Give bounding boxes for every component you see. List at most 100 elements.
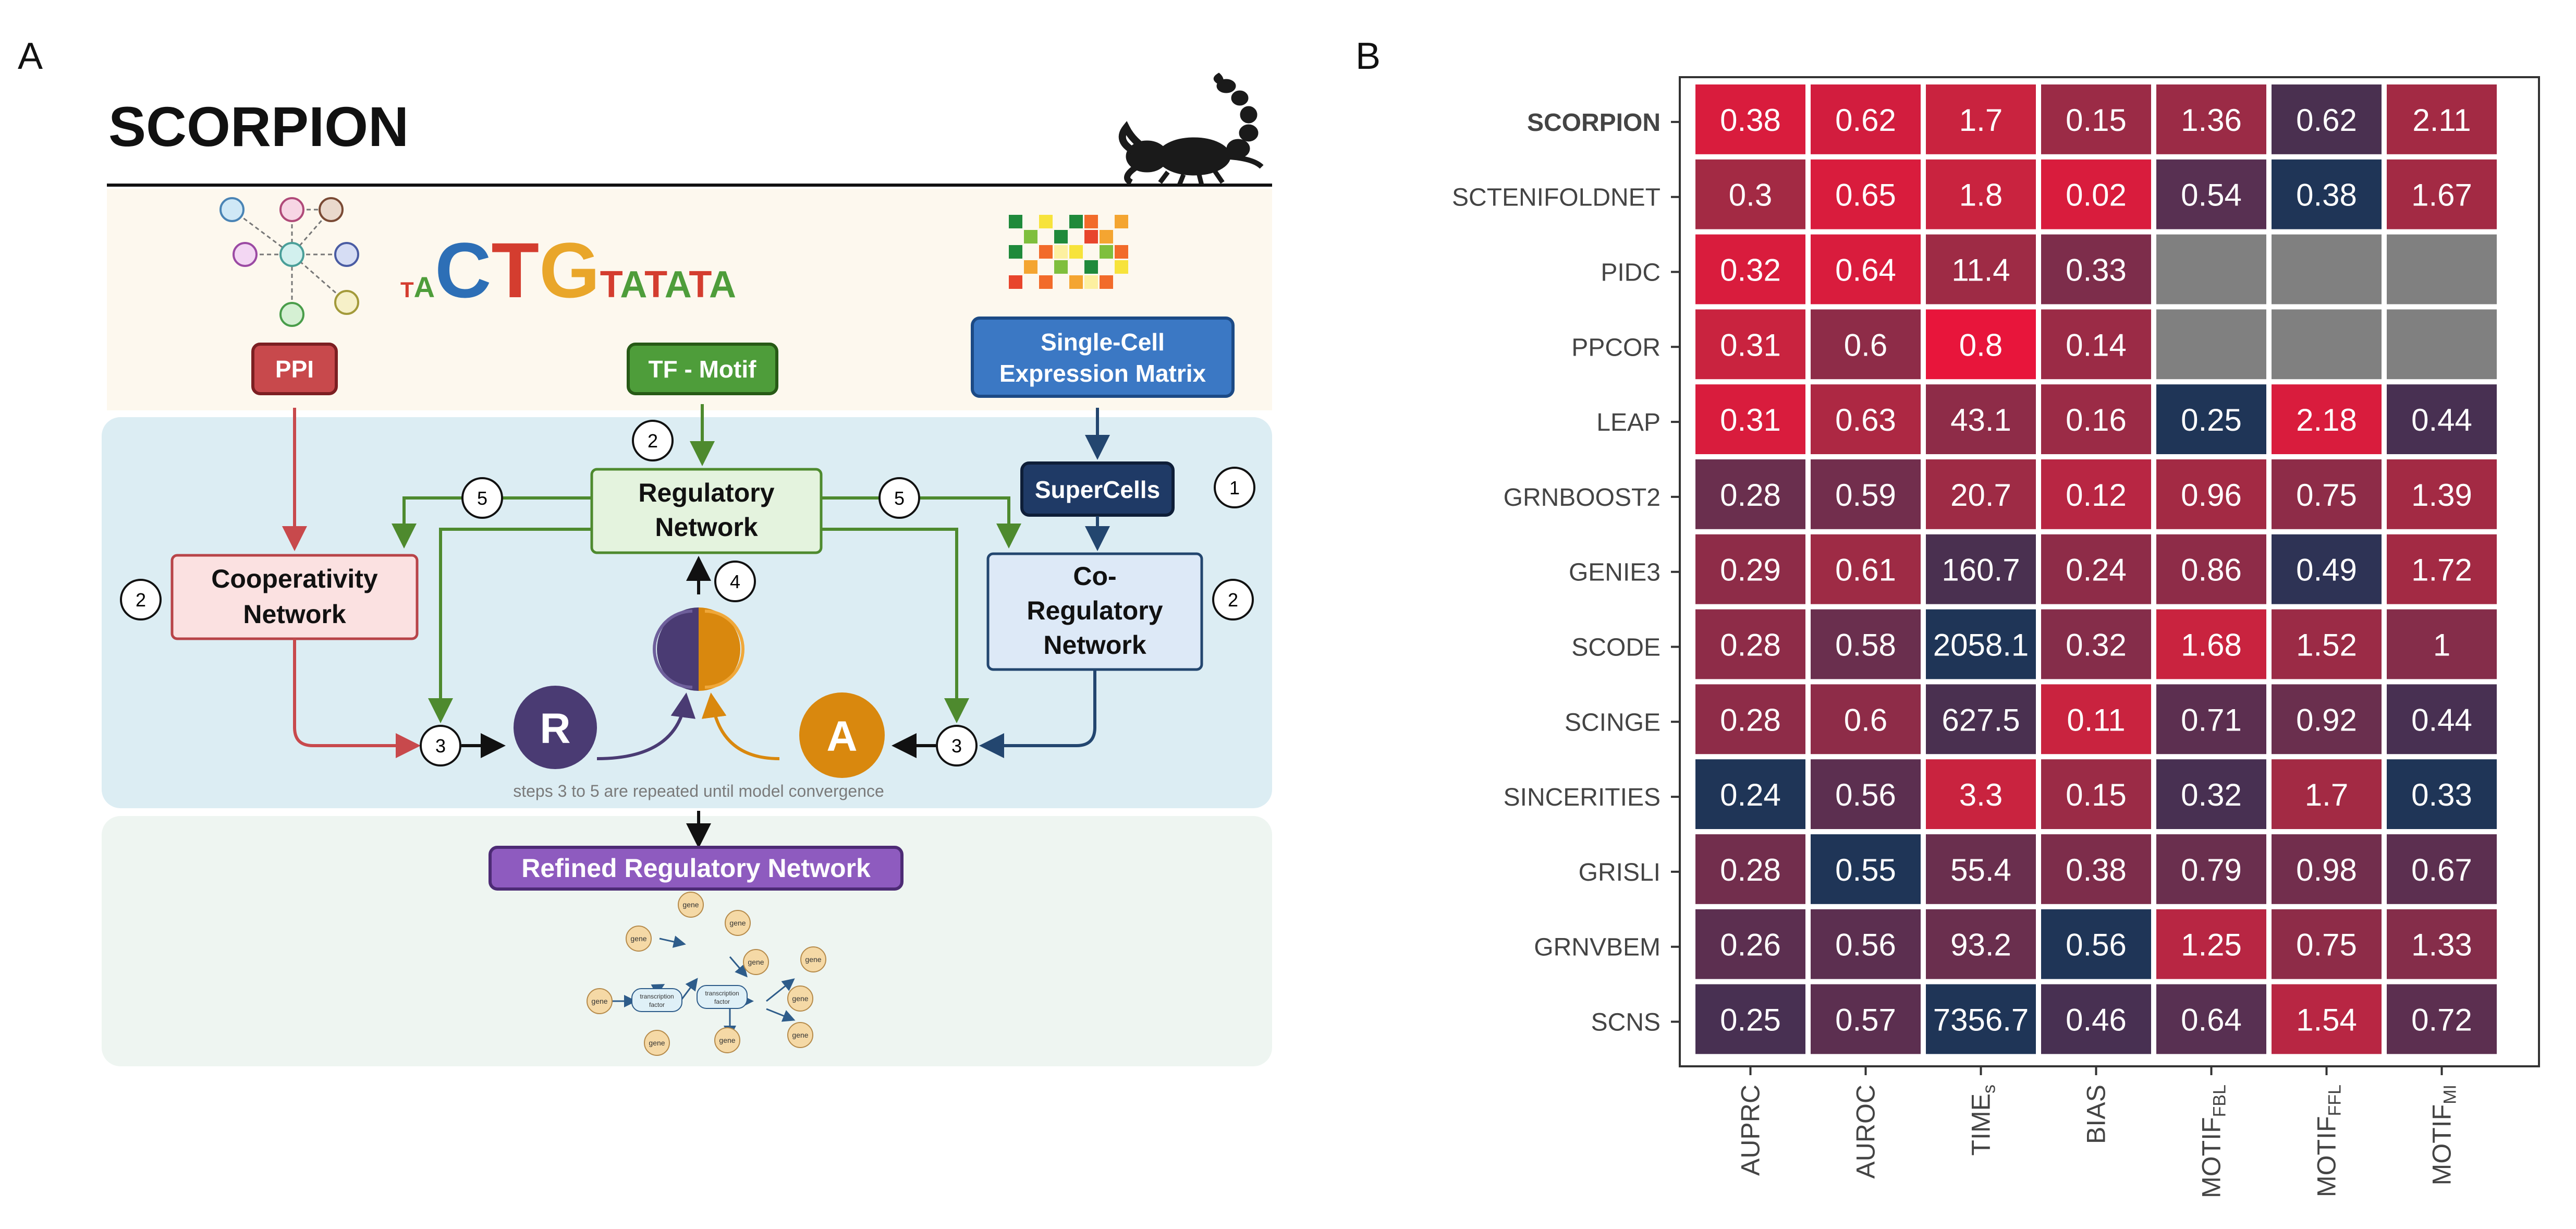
heatmap-cell	[1695, 759, 1805, 829]
ppi-label: PPI	[275, 356, 314, 383]
cell-value: 55.4	[1950, 853, 2011, 887]
cell-value: 0.38	[1720, 103, 1781, 138]
cell-value: 0.32	[1720, 253, 1781, 288]
column-label: MOTIFFFL	[2312, 1085, 2345, 1197]
column-label: MOTIFMI	[2427, 1085, 2460, 1185]
dna-letter: T	[600, 264, 623, 306]
step-badge-label: 3	[951, 735, 962, 757]
heatmap-cell	[2041, 684, 2151, 755]
svg-text:gene: gene	[748, 958, 764, 966]
dna-letter: T	[689, 264, 712, 306]
cell-value: 0.44	[2411, 403, 2472, 437]
cell-value: 0.6	[1844, 702, 1887, 737]
step-badge-label: 5	[477, 488, 487, 509]
step-badge	[1212, 579, 1254, 620]
output-band	[102, 816, 1272, 1066]
dna-sequence: TACTGTATATA	[400, 226, 736, 314]
heatmap-cell	[2387, 309, 2497, 380]
svg-text:gene: gene	[591, 997, 607, 1005]
dna-letter: A	[414, 271, 435, 303]
heatmap-cell	[1695, 84, 1805, 154]
cell-value: 0.98	[2296, 853, 2357, 887]
expression-matrix-icon	[1009, 215, 1128, 289]
heatmap-cell	[2272, 834, 2382, 904]
heatmap-cell	[2156, 909, 2266, 979]
heatmap-cell	[1695, 609, 1805, 679]
heatmap-cell	[2041, 834, 2151, 904]
heatmap-cell	[1926, 609, 2036, 679]
cell-value: 1.25	[2181, 928, 2242, 963]
heatmap-cell	[1926, 309, 2036, 380]
panel-b-letter: B	[1356, 35, 1381, 77]
svg-text:gene: gene	[719, 1036, 735, 1044]
cell-value: 0.28	[1720, 702, 1781, 737]
step-badge-label: 2	[1228, 589, 1238, 611]
cooperativity-network-line1: Cooperativity	[211, 564, 378, 593]
panel-a: A SCORPION	[18, 35, 1272, 1066]
heatmap-cell	[1695, 534, 1805, 604]
r-node-label: R	[540, 705, 570, 752]
cell-value: 1.52	[2296, 628, 2357, 663]
cell-value: 93.2	[1950, 928, 2011, 963]
cell-value: 0.62	[2296, 103, 2357, 138]
heatmap-cell	[1811, 984, 1921, 1054]
coregulatory-network-line1: Co-	[1073, 562, 1116, 591]
a-node-label: A	[826, 713, 857, 760]
heatmap-cell	[2041, 759, 2151, 829]
dna-letter: C	[435, 226, 491, 314]
arrow-regulatory-to-cooperativity	[392, 496, 592, 549]
row-label: GRISLI	[1579, 859, 1661, 886]
cell-value: 0.32	[2181, 777, 2242, 812]
cell-value: 0.12	[2066, 478, 2127, 513]
row-label: SCNS	[1591, 1009, 1661, 1037]
heatmap-cell	[2272, 84, 2382, 154]
cell-value: 2.11	[2412, 103, 2471, 138]
refined-network-box	[489, 846, 904, 891]
svg-text:transcription: transcription	[640, 993, 674, 1000]
cell-value: 0.46	[2066, 1003, 2127, 1038]
heatmap-cell	[1926, 759, 2036, 829]
cell-value: 0.56	[1835, 928, 1896, 963]
cell-value: 0.3	[1729, 178, 1772, 213]
arrow-r-to-update	[596, 692, 696, 760]
svg-text:gene: gene	[682, 901, 699, 909]
update-step-icon	[653, 607, 744, 691]
ppi-box	[251, 343, 338, 395]
cell-value: 0.57	[1835, 1003, 1896, 1038]
heatmap-cell	[2387, 609, 2497, 679]
heatmap-cell	[1811, 384, 1921, 454]
column-label: AUPRC	[1736, 1085, 1765, 1176]
arrow-regulatory-to-left-step3	[428, 528, 592, 723]
arrow-regulatory-to-right-step3	[821, 528, 969, 723]
heatmap-cell	[1695, 684, 1805, 755]
cell-value: 3.3	[1959, 777, 2003, 812]
motif-box	[627, 343, 778, 395]
svg-text:gene: gene	[792, 1031, 808, 1039]
heatmap-cell	[1695, 309, 1805, 380]
svg-text:transcription: transcription	[705, 990, 739, 997]
heatmap-cell	[2387, 684, 2497, 755]
coregulatory-network-line3: Network	[1043, 630, 1146, 660]
cell-value: 0.6	[1844, 327, 1887, 362]
motif-label: TF - Motif	[649, 356, 757, 383]
heatmap: SCORPION 0.38 0.62 1.7 0.15 1.36 0.62 2.11 SCTEN…	[1452, 84, 2497, 1198]
refined-network-illustration: gene gene gene gene gene gene gene gene gene gene…	[587, 892, 826, 1056]
heatmap-cell	[2041, 234, 2151, 305]
heatmap-cell	[1811, 609, 1921, 679]
heatmap-cell	[2156, 609, 2266, 679]
cell-value: 0.56	[2066, 928, 2127, 963]
row-label: GRNVBEM	[1534, 934, 1661, 962]
heatmap-cell	[1811, 834, 1921, 904]
row-label: PIDC	[1601, 259, 1661, 287]
svg-text:factor: factor	[649, 1001, 665, 1008]
heatmap-cell	[2272, 309, 2382, 380]
regulatory-network-line2: Network	[655, 513, 758, 542]
step-badge	[936, 725, 978, 766]
heatmap-cell	[1811, 759, 1921, 829]
panel-b: B SCORPION 0.38 0.62 1.7 0.15 1.36 0.62 2.11 SCT…	[1356, 35, 2540, 1198]
cell-value: 1	[2433, 628, 2450, 663]
heatmap-cell	[2041, 534, 2151, 604]
heatmap-cell	[2041, 984, 2151, 1054]
cell-value: 0.71	[2181, 702, 2242, 737]
convergence-note: steps 3 to 5 are repeated until model co…	[513, 782, 884, 800]
